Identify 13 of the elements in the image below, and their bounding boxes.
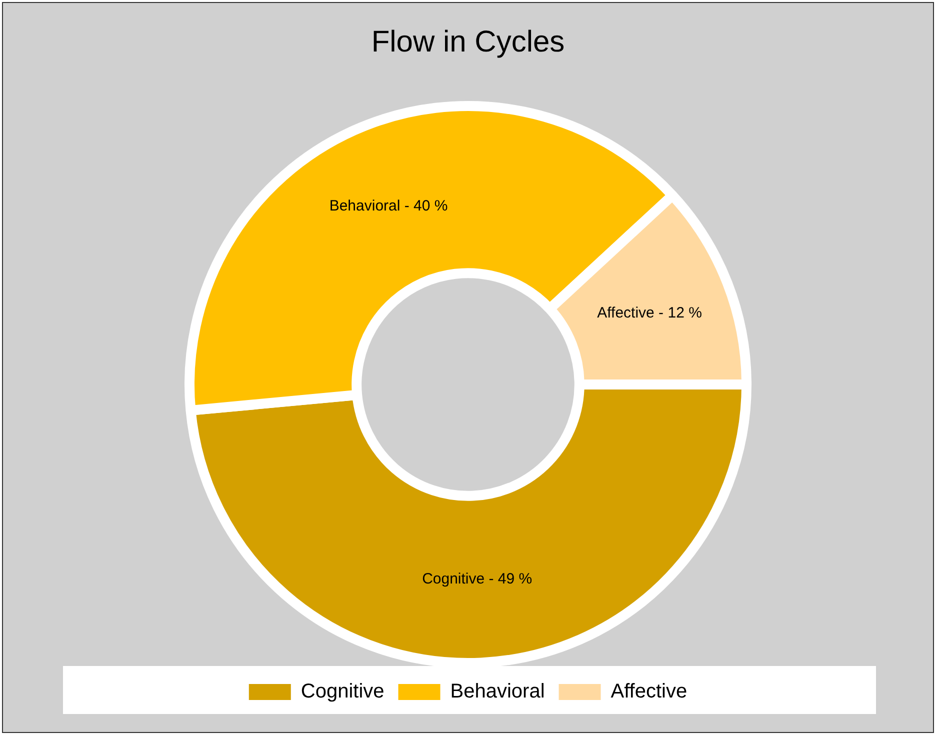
legend-label: Cognitive <box>300 680 384 703</box>
text: - <box>658 304 664 322</box>
data-label: 49 % <box>498 570 532 588</box>
data-label: 40 % <box>414 198 448 215</box>
slice-label: Affective <box>597 304 654 322</box>
text: - <box>404 198 410 215</box>
data-label: 12 % <box>668 304 702 322</box>
slice-label: Behavioral <box>329 198 400 215</box>
chart-title: Flow in Cycles <box>371 25 565 58</box>
text: - <box>488 570 494 588</box>
legend-label: Behavioral <box>450 680 545 703</box>
legend-label: Affective <box>610 680 688 703</box>
slice-label: Cognitive <box>422 570 485 588</box>
